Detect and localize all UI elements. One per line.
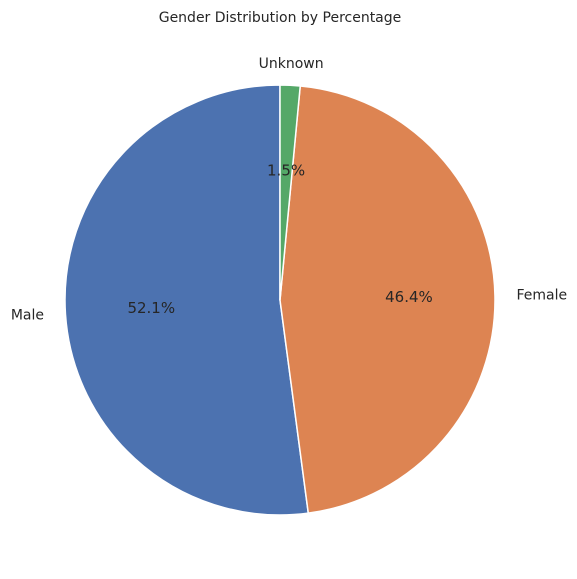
- slice-label-unknown: Unknown: [259, 56, 324, 72]
- percent-label-male: 52.1%: [127, 299, 175, 317]
- slice-label-female: Female: [516, 288, 567, 304]
- pie-labels: Male 52.1% Female 46.4% Unknown 1.5%: [11, 56, 567, 324]
- pie-slice-female: [279, 85, 496, 514]
- pie-slice-unknown: [279, 84, 302, 301]
- percent-label-female: 46.4%: [385, 288, 433, 306]
- pie-slice-male: [64, 84, 310, 516]
- chart-title: Gender Distribution by Percentage: [159, 10, 402, 26]
- slice-label-male: Male: [11, 308, 44, 324]
- percent-label-unknown: 1.5%: [267, 162, 305, 180]
- pie-slices: [64, 84, 496, 516]
